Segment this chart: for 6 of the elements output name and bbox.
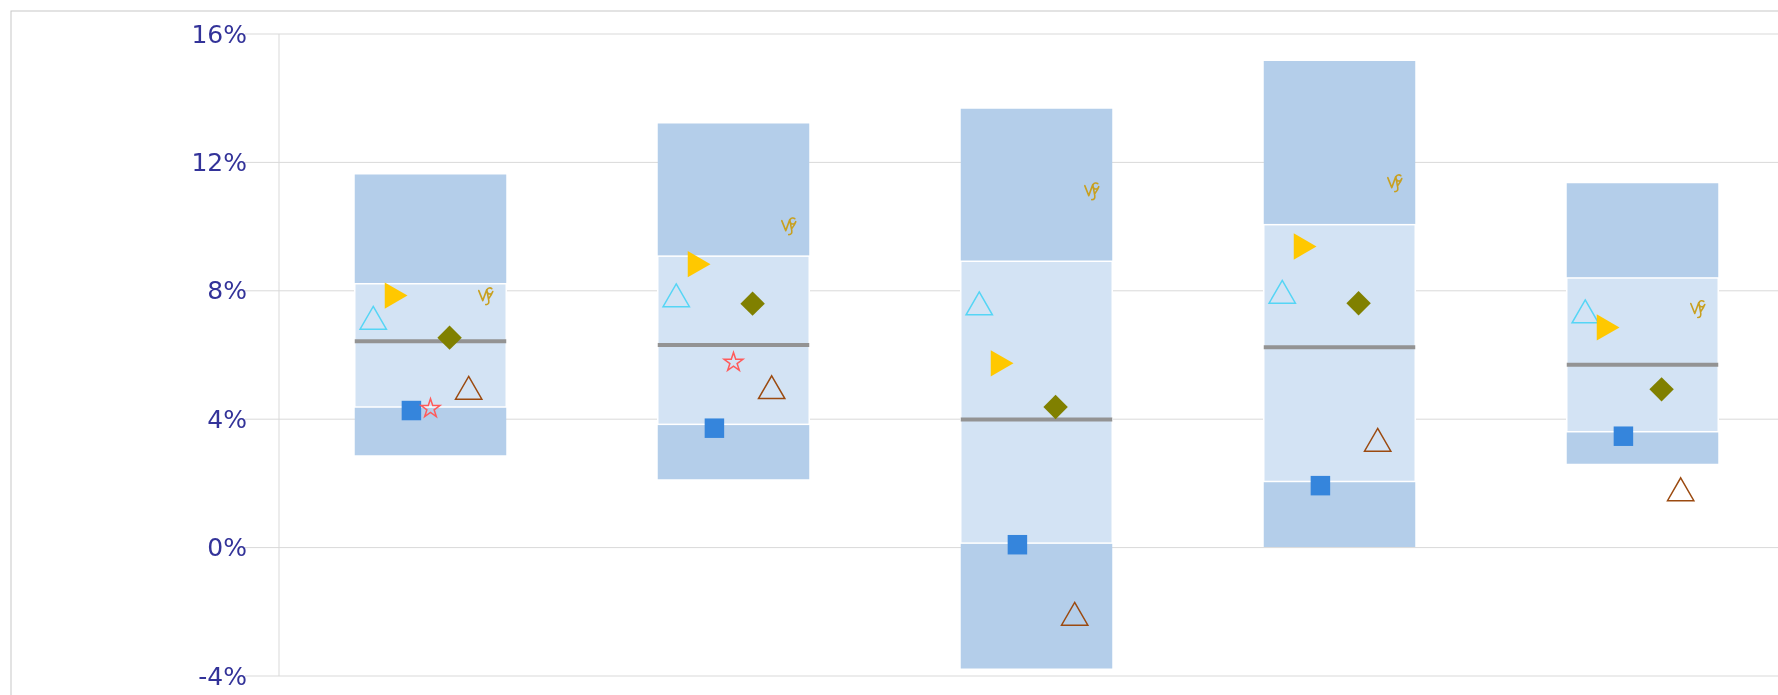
y-tick-label: -4%	[198, 661, 247, 691]
y-tick-label: 16%	[191, 19, 247, 49]
y-tick-label: 0%	[207, 533, 247, 563]
y-tick-label: 12%	[191, 147, 247, 177]
y-tick-label: 8%	[207, 276, 247, 306]
y-tick-label: 4%	[207, 404, 247, 434]
